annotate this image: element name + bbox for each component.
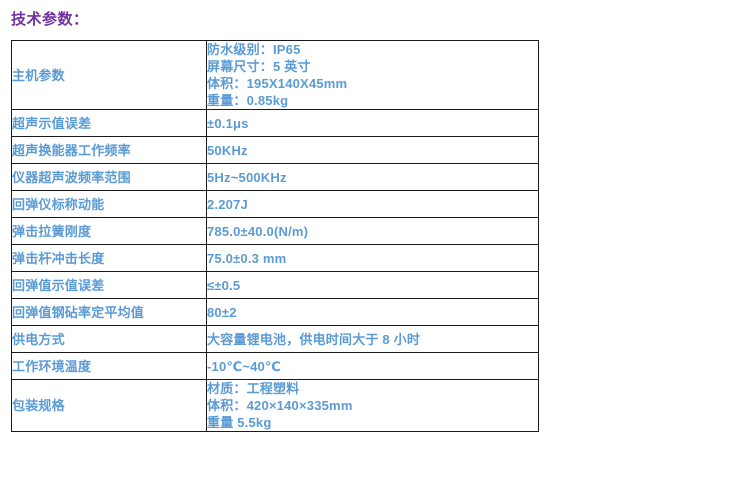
param-label-cell: 弹击杆冲击长度 bbox=[11, 244, 207, 272]
param-value-line: 80±2 bbox=[207, 304, 237, 320]
param-value-line: 重量 5.5kg bbox=[207, 415, 272, 430]
table-row: 弹击拉簧刚度 785.0±40.0(N/m) bbox=[11, 217, 539, 245]
table-row: 超声示值误差 ±0.1μs bbox=[11, 109, 539, 137]
param-label-cell: 回弹仪标称动能 bbox=[11, 190, 207, 218]
param-label-cell: 供电方式 bbox=[11, 325, 207, 353]
param-label-cell: 工作环境温度 bbox=[11, 352, 207, 380]
param-value-cell: ≤±0.5 bbox=[206, 271, 539, 299]
param-value-cell: -10℃~40℃ bbox=[206, 352, 539, 380]
spec-table-container: 主机参数 防水级别：IP65 屏幕尺寸：5 英寸体积：195X140X45mm 重量：… bbox=[11, 40, 539, 432]
param-value-cell: 50KHz bbox=[206, 136, 539, 164]
table-body: 主机参数 防水级别：IP65 屏幕尺寸：5 英寸体积：195X140X45mm 重量：… bbox=[11, 40, 539, 432]
param-label-cell: 主机参数 bbox=[11, 40, 207, 110]
param-value-line: ±0.1μs bbox=[207, 115, 249, 131]
param-value-cell: 785.0±40.0(N/m) bbox=[206, 217, 539, 245]
param-label-cell: 回弹值钢砧率定平均值 bbox=[11, 298, 207, 326]
table-row: 回弹仪标称动能 2.207J bbox=[11, 190, 539, 218]
technical-parameters-table: 主机参数 防水级别：IP65 屏幕尺寸：5 英寸体积：195X140X45mm 重量：… bbox=[11, 40, 539, 432]
param-value-cell: ±0.1μs bbox=[206, 109, 539, 137]
table-row: 回弹值钢砧率定平均值 80±2 bbox=[11, 298, 539, 326]
page-title: 技术参数： bbox=[11, 11, 89, 28]
param-label-cell: 超声换能器工作频率 bbox=[11, 136, 207, 164]
param-value-line: 75.0±0.3 mm bbox=[207, 250, 287, 266]
table-row: 回弹值示值误差 ≤±0.5 bbox=[11, 271, 539, 299]
param-label-cell: 仪器超声波频率范围 bbox=[11, 163, 207, 191]
param-value-line: 防水级别：IP65 bbox=[207, 42, 301, 57]
param-label-cell: 超声示值误差 bbox=[11, 109, 207, 137]
param-value-line: 屏幕尺寸：5 英寸 bbox=[207, 59, 311, 74]
param-value-line: -10℃~40℃ bbox=[207, 358, 281, 374]
param-value-cell: 2.207J bbox=[206, 190, 539, 218]
param-value-line: 2.207J bbox=[207, 196, 248, 212]
param-value-line: 50KHz bbox=[207, 142, 248, 158]
param-label-cell: 回弹值示值误差 bbox=[11, 271, 207, 299]
table-row: 超声换能器工作频率 50KHz bbox=[11, 136, 539, 164]
param-value-cell: 5Hz~500KHz bbox=[206, 163, 539, 191]
param-value-line: 785.0±40.0(N/m) bbox=[207, 223, 309, 239]
table-row: 主机参数 防水级别：IP65 屏幕尺寸：5 英寸体积：195X140X45mm 重量：… bbox=[11, 40, 539, 110]
param-value-line: 材质：工程塑料 bbox=[207, 381, 300, 396]
table-row: 包装规格 材质：工程塑料体积：420×140×335mm 重量 5.5kg bbox=[11, 379, 539, 432]
param-label-cell: 弹击拉簧刚度 bbox=[11, 217, 207, 245]
param-value-cell: 75.0±0.3 mm bbox=[206, 244, 539, 272]
param-value-cell: 防水级别：IP65 屏幕尺寸：5 英寸体积：195X140X45mm 重量：0.85… bbox=[206, 40, 539, 110]
param-value-line: 大容量锂电池，供电时间大于 8 小时 bbox=[207, 331, 421, 347]
param-value-cell: 80±2 bbox=[206, 298, 539, 326]
param-value-line: 5Hz~500KHz bbox=[207, 169, 287, 185]
param-value-cell: 大容量锂电池，供电时间大于 8 小时 bbox=[206, 325, 539, 353]
param-value-line: 重量：0.85kg bbox=[207, 93, 289, 108]
param-value-line: 体积：195X140X45mm bbox=[207, 76, 348, 91]
param-value-line: 体积：420×140×335mm bbox=[207, 398, 353, 413]
param-value-cell: 材质：工程塑料体积：420×140×335mm 重量 5.5kg bbox=[206, 379, 539, 432]
table-row: 弹击杆冲击长度 75.0±0.3 mm bbox=[11, 244, 539, 272]
table-row: 工作环境温度 -10℃~40℃ bbox=[11, 352, 539, 380]
table-row: 仪器超声波频率范围 5Hz~500KHz bbox=[11, 163, 539, 191]
param-label-cell: 包装规格 bbox=[11, 379, 207, 432]
table-row: 供电方式 大容量锂电池，供电时间大于 8 小时 bbox=[11, 325, 539, 353]
param-value-line: ≤±0.5 bbox=[207, 277, 241, 293]
